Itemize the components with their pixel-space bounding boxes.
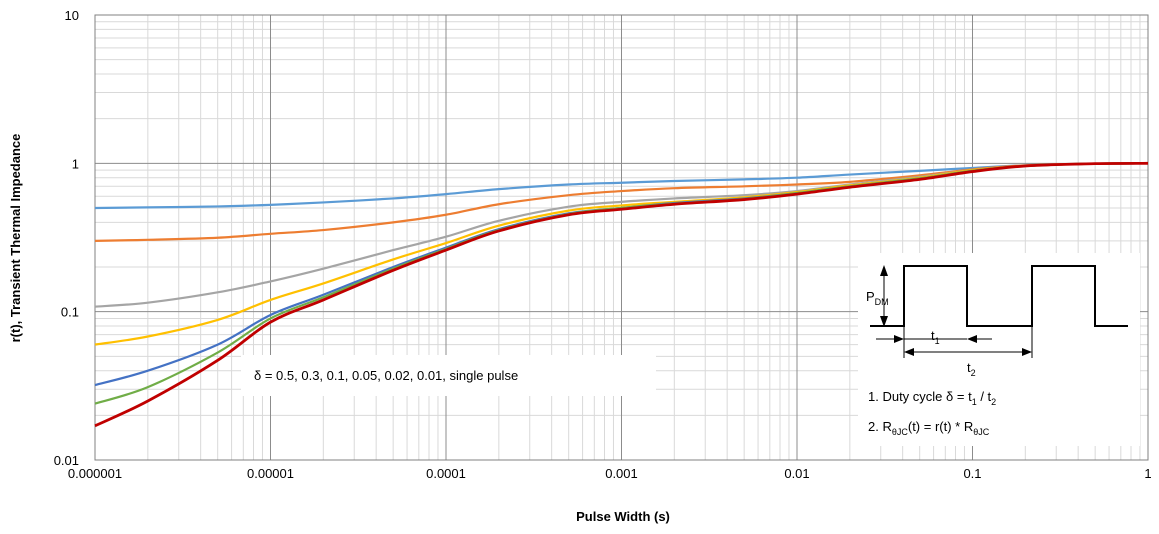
legend-text: δ = 0.5, 0.3, 0.1, 0.05, 0.02, 0.01, sin… — [254, 368, 518, 383]
x-tick-label: 0.01 — [784, 466, 809, 481]
pulse-waveform — [870, 265, 1128, 327]
t2-arrow-left — [904, 348, 914, 356]
y-axis-title: r(t), Transient Thermal Impedance — [8, 134, 23, 343]
x-tick-label: 0.00001 — [247, 466, 294, 481]
plot-frame — [94, 14, 1149, 461]
t1-arrow-left — [894, 335, 904, 343]
y-tick-label: 0.1 — [61, 305, 79, 320]
pdm-label: PDM — [866, 289, 889, 307]
t1-label: t1 — [931, 328, 940, 346]
series-line-7 — [94, 161, 1149, 428]
legend-box — [241, 355, 656, 396]
x-tick-label: 0.000001 — [68, 466, 122, 481]
pdm-arrow-up — [880, 265, 888, 276]
y-tick-label: 0.01 — [54, 453, 79, 468]
series-line-1 — [94, 162, 1149, 210]
inset-note-rthjc: 2. RθJC(t) = r(t) * RθJC — [868, 419, 990, 437]
x-axis-title: Pulse Width (s) — [576, 509, 670, 524]
x-tick-labels: 0.000001 0.00001 0.0001 0.001 0.01 0.1 1 — [68, 466, 1152, 481]
t2-arrow-right — [1022, 348, 1032, 356]
t2-label: t2 — [967, 360, 976, 378]
x-tick-label: 1 — [1144, 466, 1151, 481]
t1-arrow-right — [967, 335, 977, 343]
y-tick-labels: 0.01 0.1 1 10 — [54, 8, 79, 468]
y-tick-label: 10 — [65, 8, 79, 23]
x-tick-label: 0.0001 — [426, 466, 466, 481]
pdm-arrow-down — [880, 316, 888, 327]
series-layer — [94, 161, 1149, 428]
inset-background — [858, 253, 1140, 446]
y-tick-label: 1 — [72, 156, 79, 171]
duty-cycle-inset: PDM t1 t2 1. Duty cycle δ = t1 / t2 2. R… — [858, 253, 1140, 446]
inset-note-duty-cycle: 1. Duty cycle δ = t1 / t2 — [868, 389, 996, 407]
x-tick-label: 0.001 — [605, 466, 638, 481]
x-tick-label: 0.1 — [963, 466, 981, 481]
